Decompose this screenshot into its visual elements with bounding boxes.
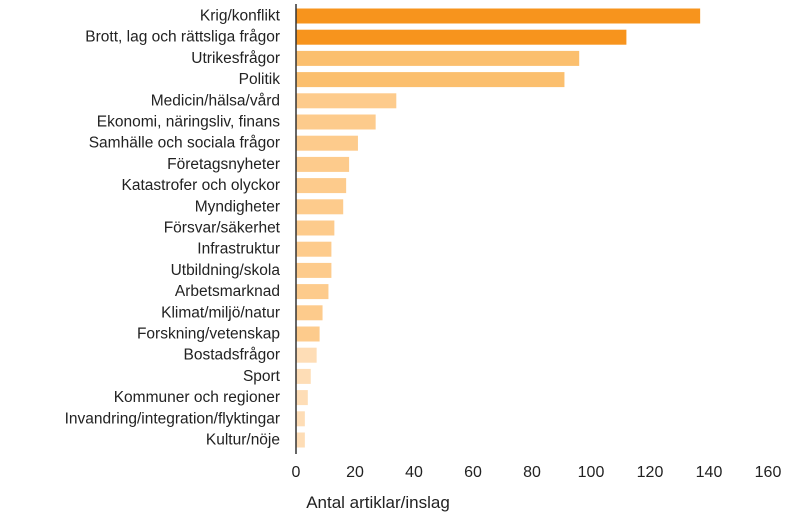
x-tick-labels: 0 20 40 60 80 100 120 140 160 bbox=[292, 464, 782, 481]
category-label: Infrastruktur bbox=[197, 241, 280, 258]
category-label: Kultur/nöje bbox=[206, 432, 280, 449]
x-tick-label: 120 bbox=[637, 464, 664, 481]
x-tick-label: 80 bbox=[523, 464, 541, 481]
bar bbox=[296, 114, 376, 130]
bar bbox=[296, 241, 332, 257]
bar bbox=[296, 178, 347, 194]
bar bbox=[296, 347, 317, 363]
x-tick-label: 140 bbox=[696, 464, 723, 481]
x-tick-label: 20 bbox=[346, 464, 364, 481]
category-label: Krig/konflikt bbox=[200, 8, 281, 25]
category-label: Kommuner och regioner bbox=[114, 389, 280, 406]
bars-group bbox=[296, 8, 701, 448]
category-label: Medicin/hälsa/vård bbox=[151, 92, 280, 109]
x-tick-label: 40 bbox=[405, 464, 423, 481]
category-label: Utbildning/skola bbox=[171, 262, 281, 279]
category-label: Klimat/miljö/natur bbox=[161, 304, 280, 321]
category-label: Samhälle och sociala frågor bbox=[89, 135, 280, 152]
bar bbox=[296, 305, 323, 321]
bar bbox=[296, 156, 350, 172]
category-label: Forskning/vetenskap bbox=[137, 326, 280, 343]
x-tick-label: 0 bbox=[292, 464, 301, 481]
category-label: Företagsnyheter bbox=[167, 156, 280, 173]
x-tick-label: 60 bbox=[464, 464, 482, 481]
category-label: Bostadsfrågor bbox=[184, 347, 281, 364]
category-label: Invandring/integration/flyktingar bbox=[65, 410, 280, 427]
bar bbox=[296, 135, 358, 151]
category-label: Politik bbox=[239, 71, 281, 88]
bar bbox=[296, 72, 565, 88]
category-label: Ekonomi, näringsliv, finans bbox=[97, 114, 280, 131]
category-label: Myndigheter bbox=[195, 198, 280, 215]
bar bbox=[296, 432, 305, 448]
bar bbox=[296, 284, 329, 300]
bar bbox=[296, 199, 344, 215]
bar bbox=[296, 93, 397, 109]
category-label: Brott, lag och rättsliga frågor bbox=[85, 29, 280, 46]
category-label: Sport bbox=[243, 368, 281, 385]
category-label: Försvar/säkerhet bbox=[164, 220, 281, 237]
bar bbox=[296, 8, 701, 24]
bar bbox=[296, 326, 320, 342]
bar bbox=[296, 368, 311, 384]
bar bbox=[296, 50, 580, 66]
bar bbox=[296, 411, 305, 427]
x-axis-title: Antal artiklar/inslag bbox=[306, 493, 450, 512]
category-label: Katastrofer och olyckor bbox=[121, 177, 280, 194]
bar bbox=[296, 262, 332, 278]
bar bbox=[296, 29, 627, 45]
category-labels: Krig/konflikt Brott, lag och rättsliga fr… bbox=[65, 8, 281, 449]
bar bbox=[296, 390, 308, 406]
category-label: Utrikesfrågor bbox=[191, 50, 280, 67]
category-label: Arbetsmarknad bbox=[175, 283, 280, 300]
x-tick-label: 100 bbox=[578, 464, 605, 481]
x-tick-label: 160 bbox=[755, 464, 782, 481]
bar bbox=[296, 220, 335, 236]
